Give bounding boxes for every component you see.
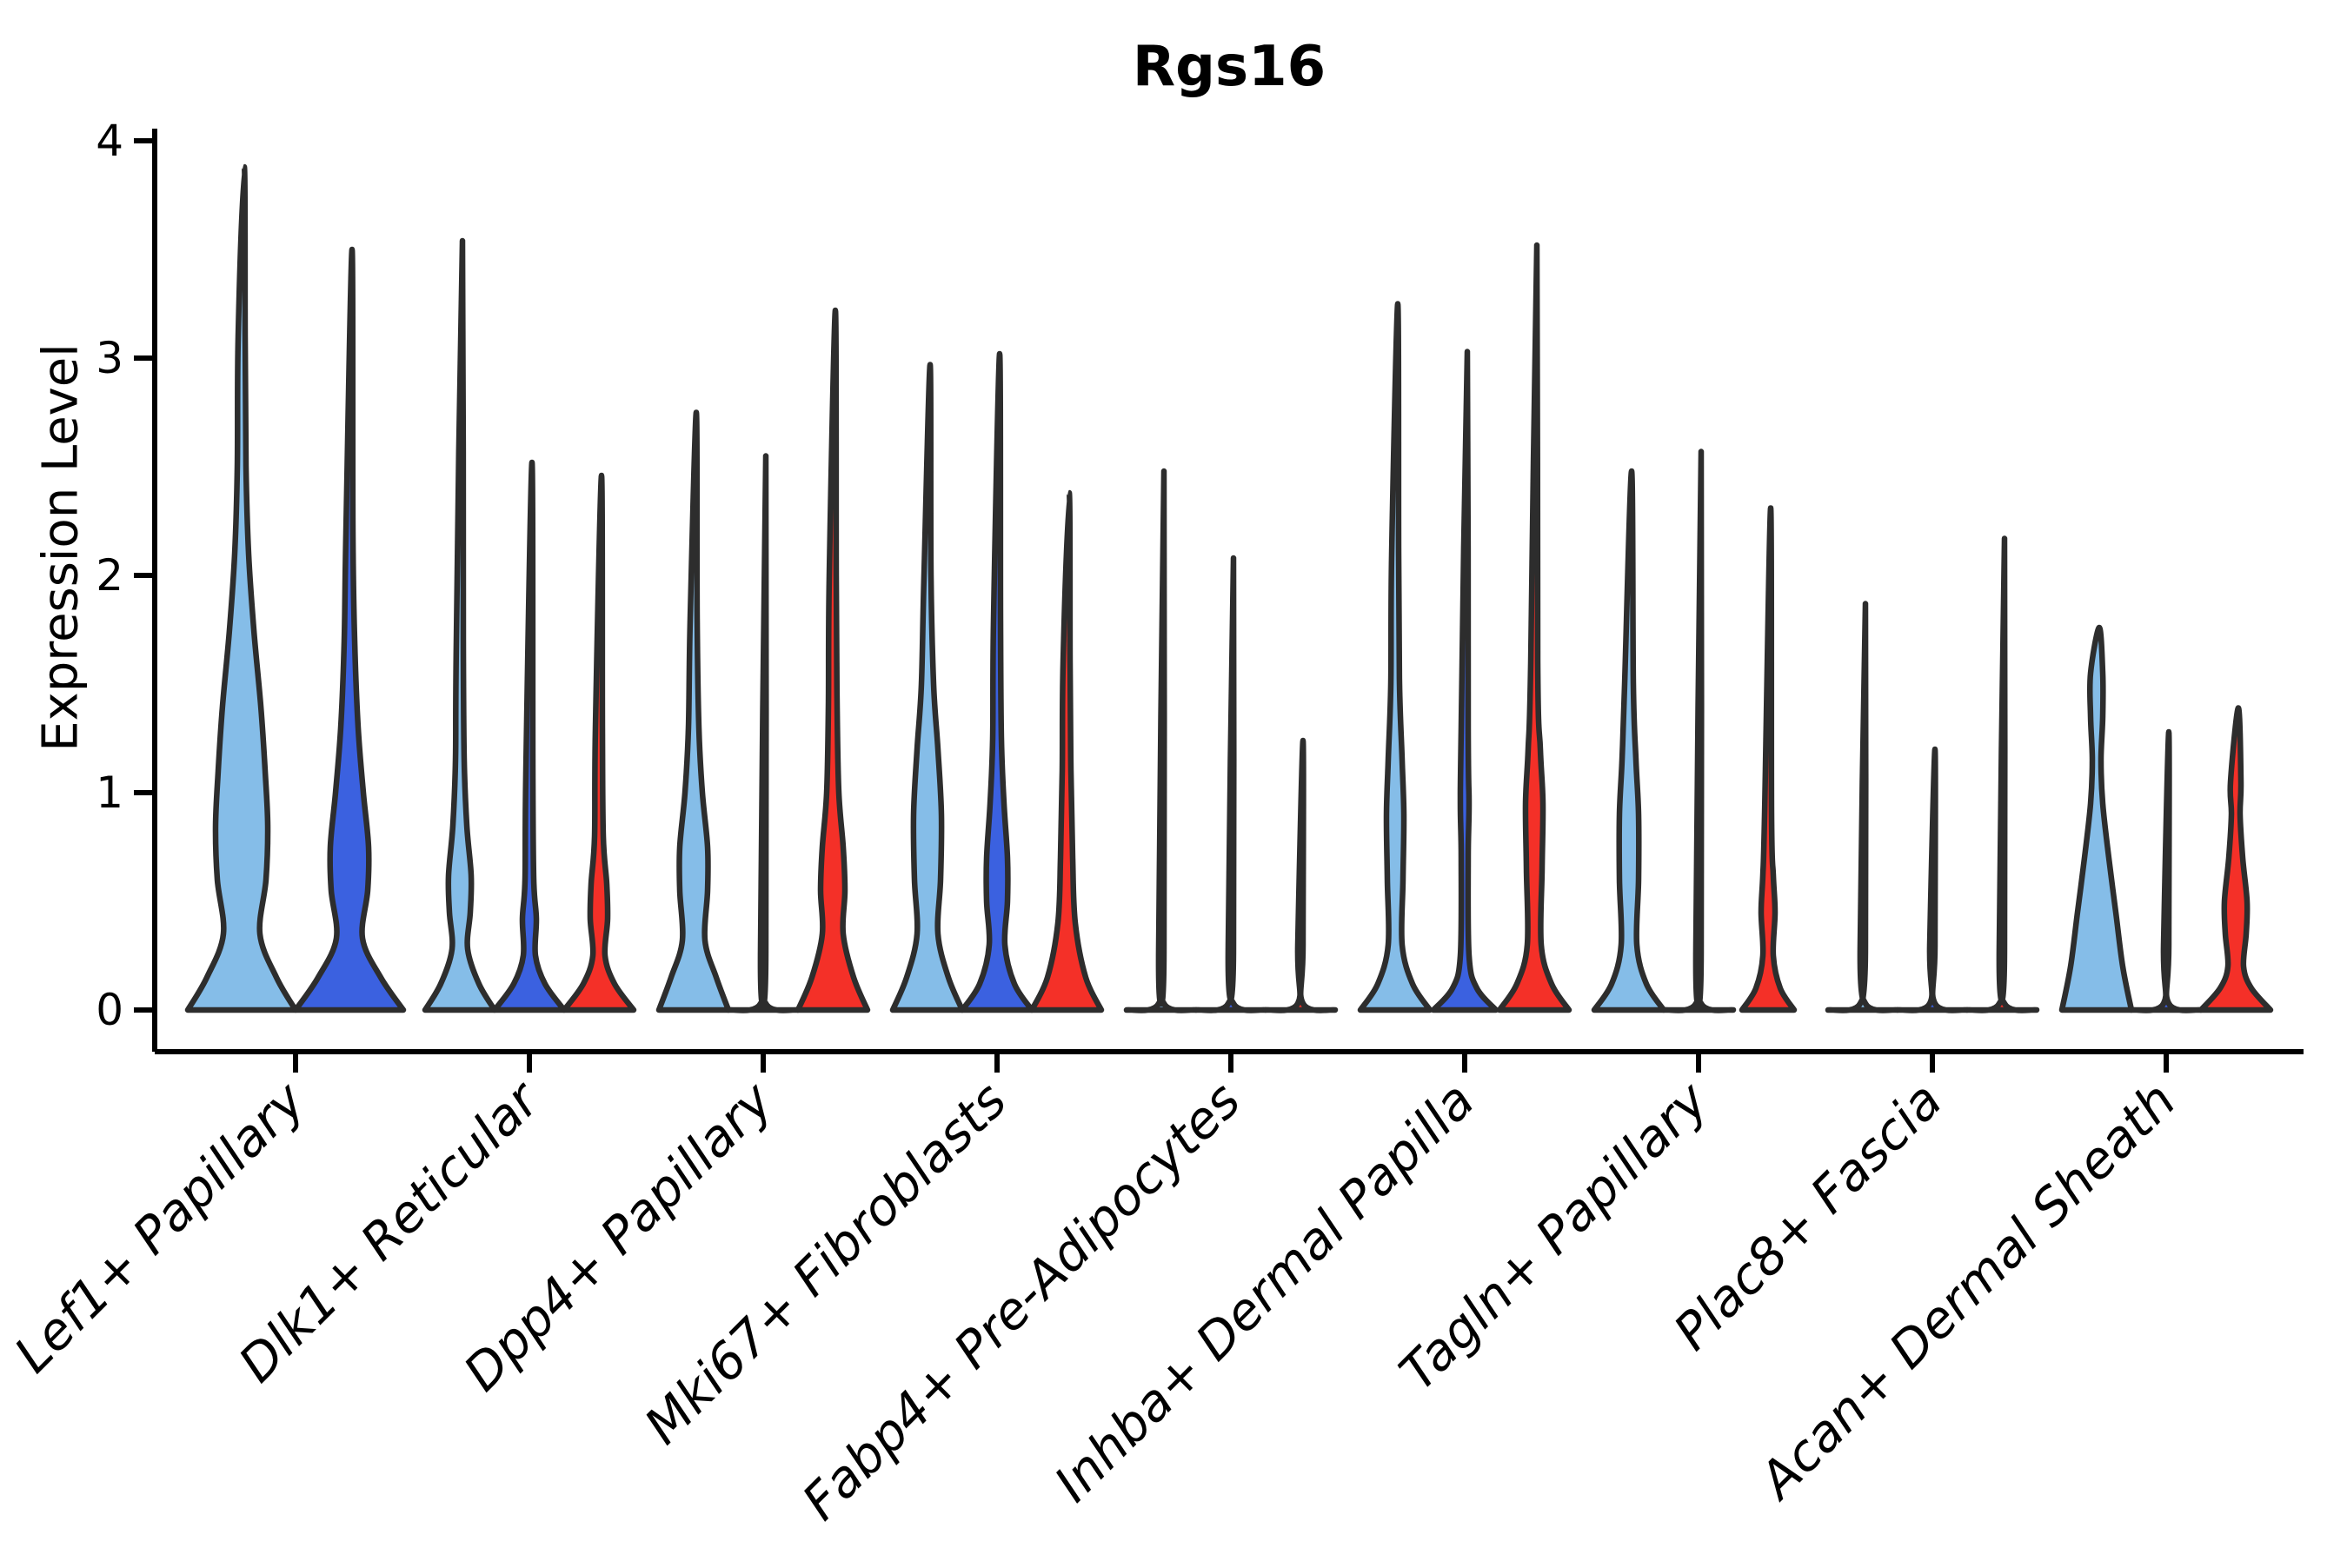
y-tick-label: 3: [96, 333, 123, 383]
violin-1-light-blue: [422, 237, 498, 1013]
violin-7-red: [1964, 535, 2040, 1013]
violin-8-dark-blue: [2128, 728, 2204, 1013]
violin-7-light-blue: [1825, 601, 1901, 1013]
y-axis-title: Expression Level: [33, 343, 90, 752]
violin-5-dark-blue: [1430, 349, 1499, 1013]
violins: [184, 163, 2274, 1013]
violin-4-dark-blue: [1193, 555, 1269, 1013]
violin-6-red: [1739, 505, 1798, 1013]
x-category-label: Inhba+ Dermal Papilla: [1043, 1071, 1486, 1513]
violin-5-red: [1496, 242, 1572, 1013]
violin-0-light-blue: [184, 163, 299, 1013]
violin-2-light-blue: [655, 409, 732, 1013]
violin-3-red: [1028, 489, 1105, 1013]
y-tick-label: 0: [96, 985, 123, 1035]
violin-7-dark-blue: [1894, 746, 1971, 1013]
violin-0-dark-blue: [292, 246, 407, 1013]
axes: [134, 129, 2304, 1073]
violin-4-red: [1262, 737, 1339, 1013]
violin-6-light-blue: [1591, 468, 1667, 1013]
x-category-label: Acan+ Dermal Sheath: [1745, 1071, 2187, 1512]
violin-5-light-blue: [1357, 301, 1433, 1013]
violin-4-light-blue: [1123, 468, 1200, 1013]
violin-1-red: [561, 472, 637, 1013]
violin-2-dark-blue: [725, 453, 801, 1013]
violin-1-dark-blue: [491, 459, 568, 1013]
y-tick-label: 4: [96, 116, 123, 166]
violin-3-light-blue: [889, 362, 966, 1013]
y-tick-label: 1: [96, 767, 123, 818]
violin-2-red: [795, 307, 871, 1013]
violin-3-dark-blue: [959, 350, 1035, 1013]
violin-8-light-blue: [2058, 624, 2135, 1013]
x-category-label: Fabp4+ Pre-Adipocytes: [791, 1071, 1252, 1531]
y-tick-label: 2: [96, 550, 123, 601]
chart-title: Rgs16: [1133, 35, 1326, 99]
y-tick-labels: 0 1 2 3 4: [96, 116, 123, 1035]
violin-6-dark-blue: [1660, 448, 1737, 1013]
violin-8-red: [2197, 705, 2274, 1013]
